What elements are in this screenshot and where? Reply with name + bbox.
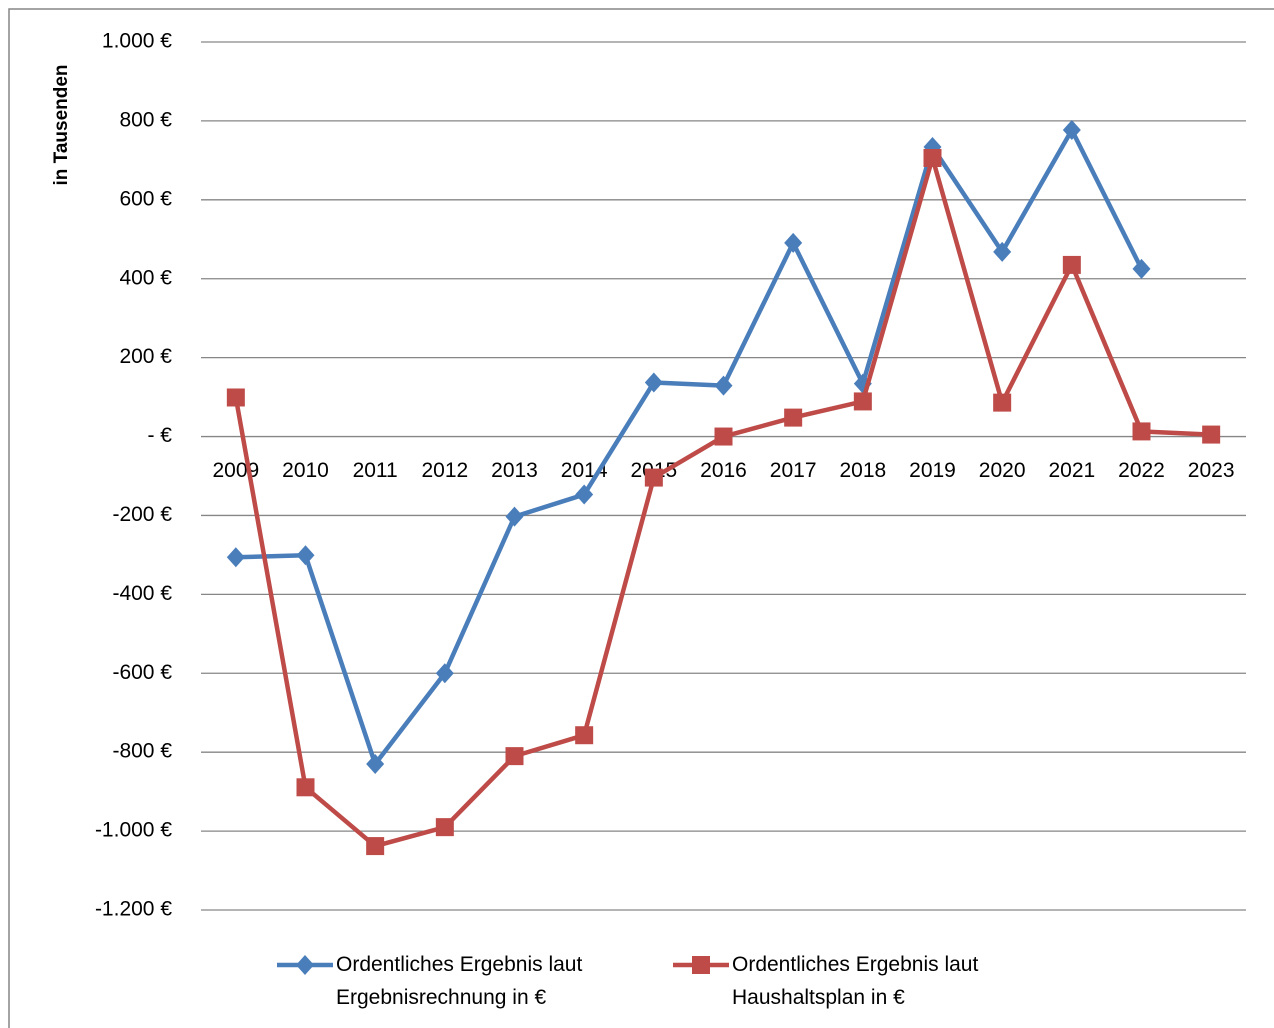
x-tick-label: 2010 bbox=[282, 459, 329, 482]
marker bbox=[1132, 422, 1151, 441]
y-axis-title: in Tausenden bbox=[51, 64, 72, 185]
marker bbox=[714, 375, 733, 396]
legend-item: Ordentliches Ergebnis laut Ergebnisrechn… bbox=[277, 953, 588, 1009]
y-tick-label: 400 € bbox=[119, 266, 172, 289]
marker bbox=[296, 955, 314, 975]
y-tick-label: 1.000 € bbox=[102, 30, 172, 53]
y-tick-label: 800 € bbox=[119, 108, 172, 131]
marker bbox=[853, 392, 872, 411]
marker bbox=[784, 408, 803, 427]
x-tick-label: 2021 bbox=[1048, 459, 1095, 482]
marker bbox=[714, 427, 733, 446]
legend-item: Ordentliches Ergebnis laut Haushaltsplan… bbox=[673, 953, 984, 1009]
marker bbox=[1132, 258, 1151, 279]
y-tick-label: -600 € bbox=[112, 661, 172, 684]
marker bbox=[366, 837, 385, 856]
marker bbox=[575, 726, 594, 745]
y-tick-label: 600 € bbox=[119, 187, 172, 210]
marker bbox=[644, 468, 663, 487]
marker bbox=[1062, 255, 1081, 274]
marker bbox=[226, 547, 245, 568]
x-tick-label: 2023 bbox=[1188, 459, 1235, 482]
marker bbox=[296, 545, 315, 566]
x-tick-label: 2012 bbox=[421, 459, 468, 482]
y-tick-label: -200 € bbox=[112, 503, 172, 526]
y-tick-label: -1.000 € bbox=[95, 819, 172, 842]
marker bbox=[1062, 119, 1081, 140]
legend-label: Ordentliches Ergebnis laut Ergebnisrechn… bbox=[336, 953, 588, 1009]
marker bbox=[296, 778, 315, 797]
x-tick-label: 2019 bbox=[909, 459, 956, 482]
marker bbox=[435, 663, 454, 684]
x-tick-label: 2011 bbox=[353, 459, 398, 482]
y-tick-label: -800 € bbox=[112, 740, 172, 763]
y-tick-label: - € bbox=[147, 424, 172, 447]
marker bbox=[644, 372, 663, 393]
x-tick-label: 2022 bbox=[1118, 459, 1165, 482]
y-tick-label: -1.200 € bbox=[95, 898, 172, 921]
x-tick-label: 2020 bbox=[979, 459, 1026, 482]
marker bbox=[784, 232, 803, 253]
marker bbox=[993, 393, 1012, 412]
marker bbox=[993, 241, 1012, 262]
y-tick-label: 200 € bbox=[119, 345, 172, 368]
marker bbox=[366, 754, 385, 775]
y-tick-label: -400 € bbox=[112, 582, 172, 605]
marker bbox=[505, 747, 524, 766]
x-tick-label: 2013 bbox=[491, 459, 538, 482]
legend-label: Ordentliches Ergebnis laut Haushaltsplan… bbox=[732, 953, 984, 1009]
x-tick-label: 2016 bbox=[700, 459, 747, 482]
x-tick-label: 2017 bbox=[770, 459, 817, 482]
marker bbox=[226, 388, 245, 407]
marker bbox=[505, 506, 524, 527]
series-line bbox=[235, 127, 1144, 767]
marker bbox=[692, 956, 710, 974]
x-tick-label: 2018 bbox=[839, 459, 886, 482]
marker bbox=[923, 148, 942, 167]
marker bbox=[1202, 425, 1221, 444]
marker bbox=[575, 484, 594, 505]
marker bbox=[435, 818, 454, 837]
